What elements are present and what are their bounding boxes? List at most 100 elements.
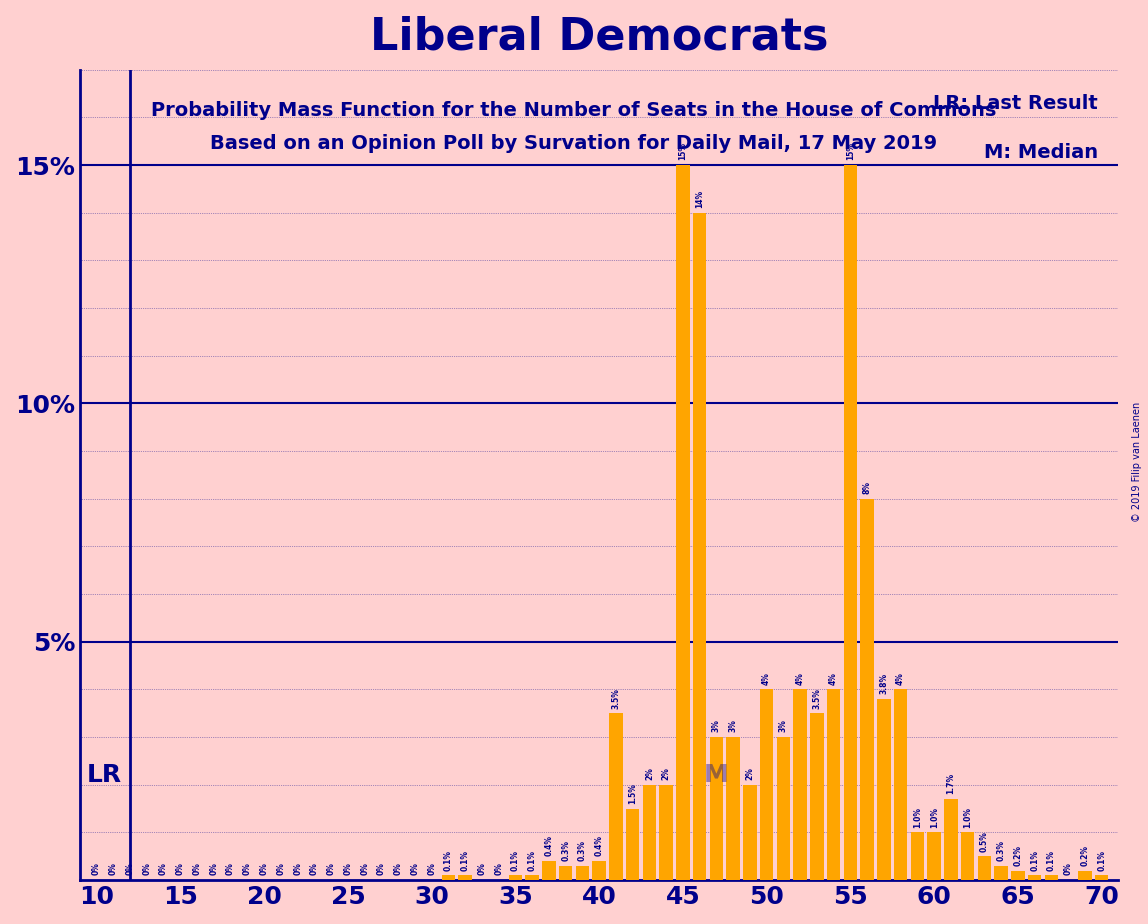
Text: 2%: 2% (645, 767, 654, 780)
Text: 15%: 15% (678, 142, 688, 161)
Text: 3.5%: 3.5% (813, 687, 822, 709)
Text: M: Median: M: Median (984, 143, 1097, 162)
Bar (693, 213, 706, 881)
Bar (542, 861, 556, 881)
Bar (760, 689, 774, 881)
Bar (1095, 875, 1108, 881)
Text: 3%: 3% (712, 720, 721, 733)
Bar (643, 784, 657, 881)
Text: 2%: 2% (745, 767, 754, 780)
Text: LR: Last Result: LR: Last Result (933, 94, 1097, 113)
Text: LR: LR (86, 763, 122, 787)
Text: 0%: 0% (377, 862, 386, 875)
Bar (910, 833, 924, 881)
Bar (509, 875, 522, 881)
Text: 0.1%: 0.1% (511, 849, 520, 870)
Text: 0.2%: 0.2% (1014, 845, 1023, 866)
Text: 0.5%: 0.5% (980, 831, 988, 852)
Bar (944, 799, 957, 881)
Bar (1078, 870, 1092, 881)
Title: Liberal Democrats: Liberal Democrats (370, 15, 829, 58)
Bar (827, 689, 840, 881)
Text: 0.1%: 0.1% (1097, 849, 1107, 870)
Text: 0%: 0% (293, 862, 302, 875)
Text: 0%: 0% (243, 862, 251, 875)
Bar (961, 833, 975, 881)
Text: 0.3%: 0.3% (561, 840, 571, 861)
Text: © 2019 Filip van Laenen: © 2019 Filip van Laenen (1132, 402, 1142, 522)
Bar (575, 866, 589, 881)
Bar (793, 689, 807, 881)
Bar (894, 689, 907, 881)
Bar (810, 713, 823, 881)
Text: 0.1%: 0.1% (528, 849, 536, 870)
Text: 4%: 4% (897, 672, 905, 685)
Text: M: M (704, 763, 729, 787)
Text: 1.0%: 1.0% (913, 807, 922, 828)
Text: 0%: 0% (478, 862, 487, 875)
Bar (442, 875, 455, 881)
Bar (928, 833, 941, 881)
Text: 0%: 0% (1064, 862, 1072, 875)
Text: 1.7%: 1.7% (946, 773, 955, 795)
Text: 4%: 4% (829, 672, 838, 685)
Bar (559, 866, 573, 881)
Text: 0.4%: 0.4% (595, 835, 604, 857)
Text: 3.5%: 3.5% (612, 687, 620, 709)
Text: 0%: 0% (109, 862, 118, 875)
Bar (1027, 875, 1041, 881)
Text: 0%: 0% (343, 862, 352, 875)
Text: 0%: 0% (327, 862, 335, 875)
Text: 0%: 0% (310, 862, 319, 875)
Text: 1.5%: 1.5% (628, 783, 637, 804)
Text: 0%: 0% (427, 862, 436, 875)
Bar (1045, 875, 1058, 881)
Bar (676, 165, 690, 881)
Text: 2%: 2% (661, 767, 670, 780)
Bar (610, 713, 622, 881)
Text: 0.3%: 0.3% (577, 840, 587, 861)
Bar (844, 165, 858, 881)
Text: 0%: 0% (259, 862, 269, 875)
Text: 0.4%: 0.4% (544, 835, 553, 857)
Text: 3%: 3% (778, 720, 788, 733)
Bar (978, 857, 991, 881)
Text: 0.1%: 0.1% (1030, 849, 1039, 870)
Text: 0%: 0% (176, 862, 185, 875)
Text: 4%: 4% (796, 672, 805, 685)
Text: 0%: 0% (226, 862, 235, 875)
Text: 8%: 8% (862, 481, 871, 494)
Text: 0.3%: 0.3% (996, 840, 1006, 861)
Text: 3%: 3% (729, 720, 738, 733)
Text: 0.1%: 0.1% (1047, 849, 1056, 870)
Text: 14%: 14% (696, 190, 704, 208)
Text: 0%: 0% (92, 862, 101, 875)
Text: 0%: 0% (193, 862, 202, 875)
Bar (743, 784, 757, 881)
Text: 1.0%: 1.0% (930, 807, 939, 828)
Bar (861, 499, 874, 881)
Bar (709, 737, 723, 881)
Text: Based on an Opinion Poll by Survation for Daily Mail, 17 May 2019: Based on an Opinion Poll by Survation fo… (210, 134, 938, 152)
Bar (777, 737, 790, 881)
Text: 0%: 0% (494, 862, 503, 875)
Bar (727, 737, 739, 881)
Text: 0.1%: 0.1% (444, 849, 453, 870)
Bar (877, 699, 891, 881)
Bar (994, 866, 1008, 881)
Bar (626, 808, 639, 881)
Text: 15%: 15% (846, 142, 855, 161)
Bar (458, 875, 472, 881)
Text: 0%: 0% (160, 862, 168, 875)
Text: 3.8%: 3.8% (879, 673, 889, 694)
Bar (1011, 870, 1025, 881)
Text: 1.0%: 1.0% (963, 807, 972, 828)
Text: 0%: 0% (125, 862, 134, 875)
Text: Probability Mass Function for the Number of Seats in the House of Commons: Probability Mass Function for the Number… (152, 102, 996, 120)
Bar (592, 861, 606, 881)
Text: 4%: 4% (762, 672, 771, 685)
Bar (526, 875, 538, 881)
Text: 0%: 0% (360, 862, 370, 875)
Text: 0.2%: 0.2% (1080, 845, 1089, 866)
Text: 0%: 0% (209, 862, 218, 875)
